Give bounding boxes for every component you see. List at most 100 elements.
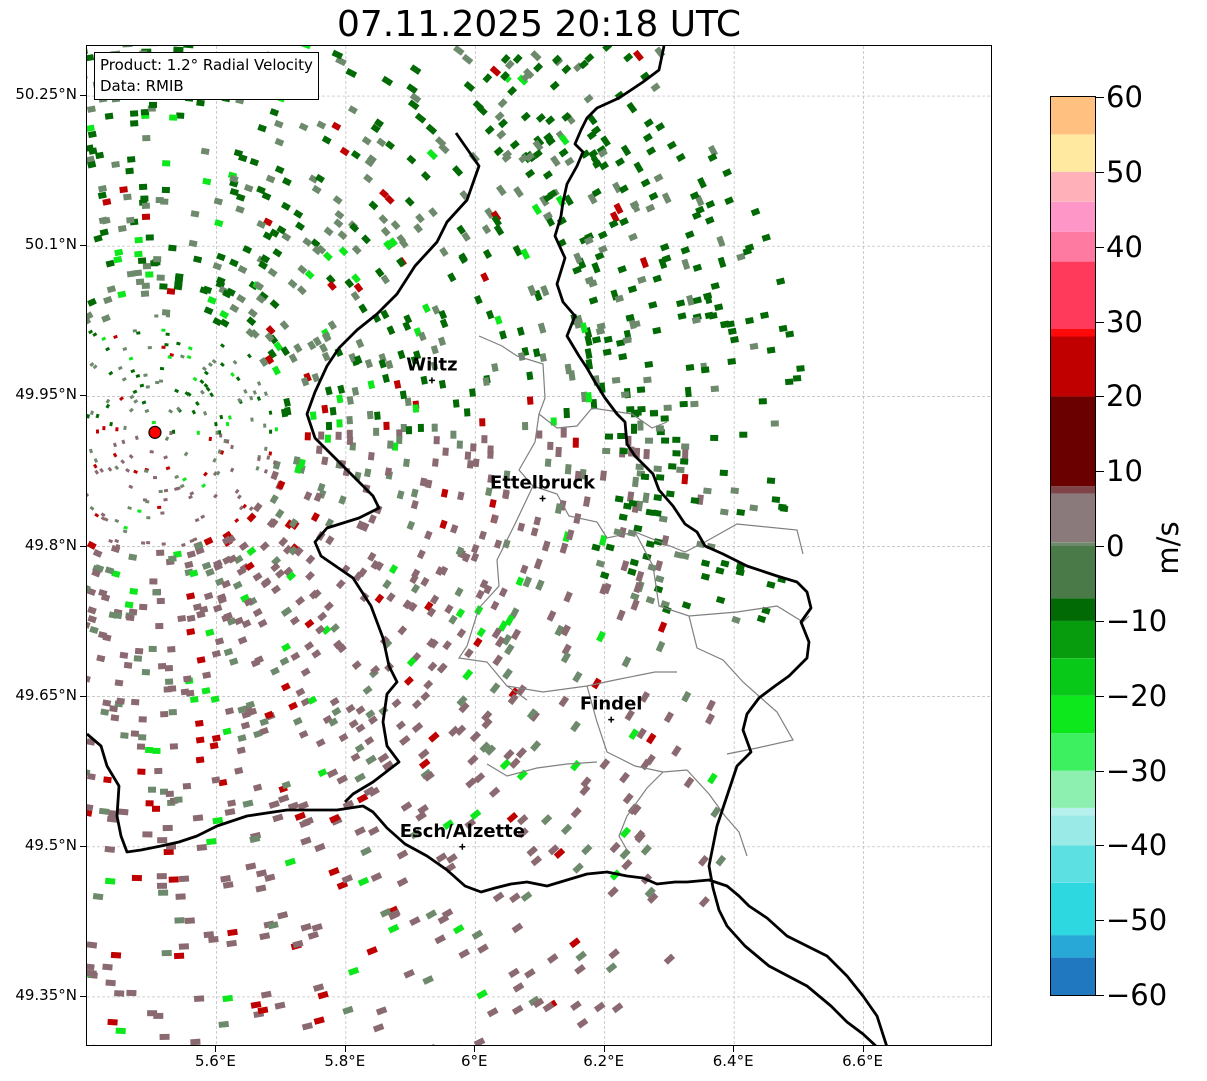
velocity-pixel bbox=[93, 234, 103, 243]
velocity-pixel bbox=[692, 296, 703, 305]
velocity-pixel bbox=[307, 340, 317, 351]
velocity-pixel bbox=[249, 157, 260, 167]
velocity-pixel bbox=[517, 827, 529, 839]
velocity-pixel bbox=[563, 591, 573, 603]
velocity-pixel bbox=[229, 187, 240, 197]
city-point bbox=[539, 495, 546, 502]
velocity-pixel bbox=[530, 50, 542, 62]
velocity-pixel bbox=[520, 248, 531, 260]
velocity-pixel bbox=[442, 447, 449, 456]
velocity-pixel bbox=[492, 654, 504, 667]
velocity-pixel bbox=[464, 648, 474, 659]
velocity-pixel bbox=[563, 407, 570, 419]
velocity-pixel bbox=[493, 146, 504, 157]
velocity-pixel bbox=[655, 122, 666, 132]
velocity-pixel bbox=[498, 118, 508, 129]
velocity-pixel bbox=[304, 641, 315, 651]
city-marker: Esch/Alzette bbox=[400, 821, 525, 850]
velocity-pixel bbox=[252, 390, 257, 395]
velocity-pixel bbox=[267, 267, 278, 278]
velocity-pixel bbox=[129, 587, 139, 595]
velocity-pixel bbox=[159, 366, 165, 371]
velocity-pixel bbox=[382, 760, 394, 771]
velocity-pixel bbox=[692, 263, 703, 272]
velocity-pixel bbox=[645, 732, 657, 745]
velocity-pixel bbox=[488, 786, 501, 798]
velocity-pixel bbox=[497, 98, 508, 109]
velocity-pixel bbox=[114, 990, 125, 997]
velocity-pixel bbox=[646, 146, 657, 156]
velocity-pixel bbox=[235, 376, 241, 382]
velocity-pixel bbox=[680, 458, 689, 465]
velocity-pixel bbox=[612, 181, 623, 194]
velocity-pixel bbox=[622, 792, 634, 805]
velocity-pixel bbox=[417, 804, 429, 815]
velocity-pixel bbox=[663, 404, 672, 412]
velocity-pixel bbox=[461, 231, 471, 242]
velocity-pixel bbox=[301, 1022, 313, 1031]
velocity-pixel bbox=[324, 386, 333, 396]
velocity-pixel bbox=[625, 313, 635, 322]
velocity-pixel bbox=[463, 408, 471, 417]
velocity-pixel bbox=[189, 491, 195, 496]
velocity-pixel bbox=[336, 643, 347, 654]
velocity-pixel bbox=[653, 494, 663, 502]
velocity-pixel bbox=[500, 54, 511, 64]
velocity-pixel bbox=[628, 232, 638, 242]
velocity-pixel bbox=[341, 874, 354, 884]
velocity-pixel bbox=[256, 219, 267, 229]
velocity-pixel bbox=[542, 170, 553, 180]
velocity-pixel bbox=[586, 130, 597, 141]
velocity-pixel bbox=[367, 551, 377, 562]
velocity-pixel bbox=[89, 626, 99, 634]
velocity-pixel bbox=[375, 1006, 388, 1016]
velocity-pixel bbox=[128, 484, 134, 489]
velocity-pixel bbox=[481, 435, 488, 444]
radar-site bbox=[148, 425, 162, 439]
velocity-pixel bbox=[327, 320, 337, 331]
velocity-pixel bbox=[332, 195, 343, 205]
velocity-pixel bbox=[585, 392, 593, 403]
velocity-pixel bbox=[207, 296, 217, 305]
velocity-pixel bbox=[587, 192, 598, 205]
velocity-pixel bbox=[549, 80, 560, 91]
velocity-pixel bbox=[660, 415, 669, 422]
velocity-pixel bbox=[113, 255, 123, 264]
velocity-pixel bbox=[152, 805, 160, 812]
velocity-pixel bbox=[153, 1012, 164, 1019]
velocity-pixel bbox=[105, 398, 111, 404]
velocity-pixel bbox=[111, 569, 121, 578]
national-border bbox=[87, 46, 888, 1045]
velocity-pixel bbox=[643, 448, 650, 460]
velocity-pixel bbox=[240, 593, 250, 603]
velocity-pixel bbox=[591, 336, 602, 344]
velocity-pixel bbox=[300, 923, 312, 932]
velocity-pixel bbox=[384, 194, 395, 205]
velocity-pixel bbox=[117, 225, 127, 233]
velocity-pixel bbox=[533, 135, 545, 147]
velocity-pixel bbox=[473, 637, 483, 648]
velocity-pixel bbox=[165, 332, 170, 337]
velocity-pixel bbox=[494, 635, 506, 648]
velocity-pixel bbox=[450, 430, 457, 439]
velocity-pixel bbox=[489, 498, 497, 509]
velocity-pixel bbox=[482, 73, 493, 84]
velocity-pixel bbox=[300, 836, 312, 846]
velocity-pixel bbox=[602, 348, 612, 356]
velocity-pixel bbox=[684, 230, 695, 239]
velocity-pixel bbox=[349, 222, 360, 233]
velocity-pixel bbox=[122, 46, 133, 48]
velocity-pixel bbox=[203, 471, 208, 477]
velocity-pixel bbox=[313, 1016, 325, 1025]
velocity-pixel bbox=[418, 331, 427, 342]
velocity-pixel bbox=[140, 290, 150, 297]
velocity-pixel bbox=[448, 614, 458, 625]
velocity-pixel bbox=[87, 803, 94, 812]
velocity-pixel bbox=[87, 54, 95, 62]
velocity-pixel bbox=[262, 231, 273, 241]
colorbar-segment bbox=[1051, 493, 1095, 543]
velocity-pixel bbox=[105, 259, 115, 268]
velocity-pixel bbox=[267, 348, 277, 359]
velocity-pixel bbox=[435, 852, 448, 863]
velocity-pixel bbox=[434, 934, 447, 945]
